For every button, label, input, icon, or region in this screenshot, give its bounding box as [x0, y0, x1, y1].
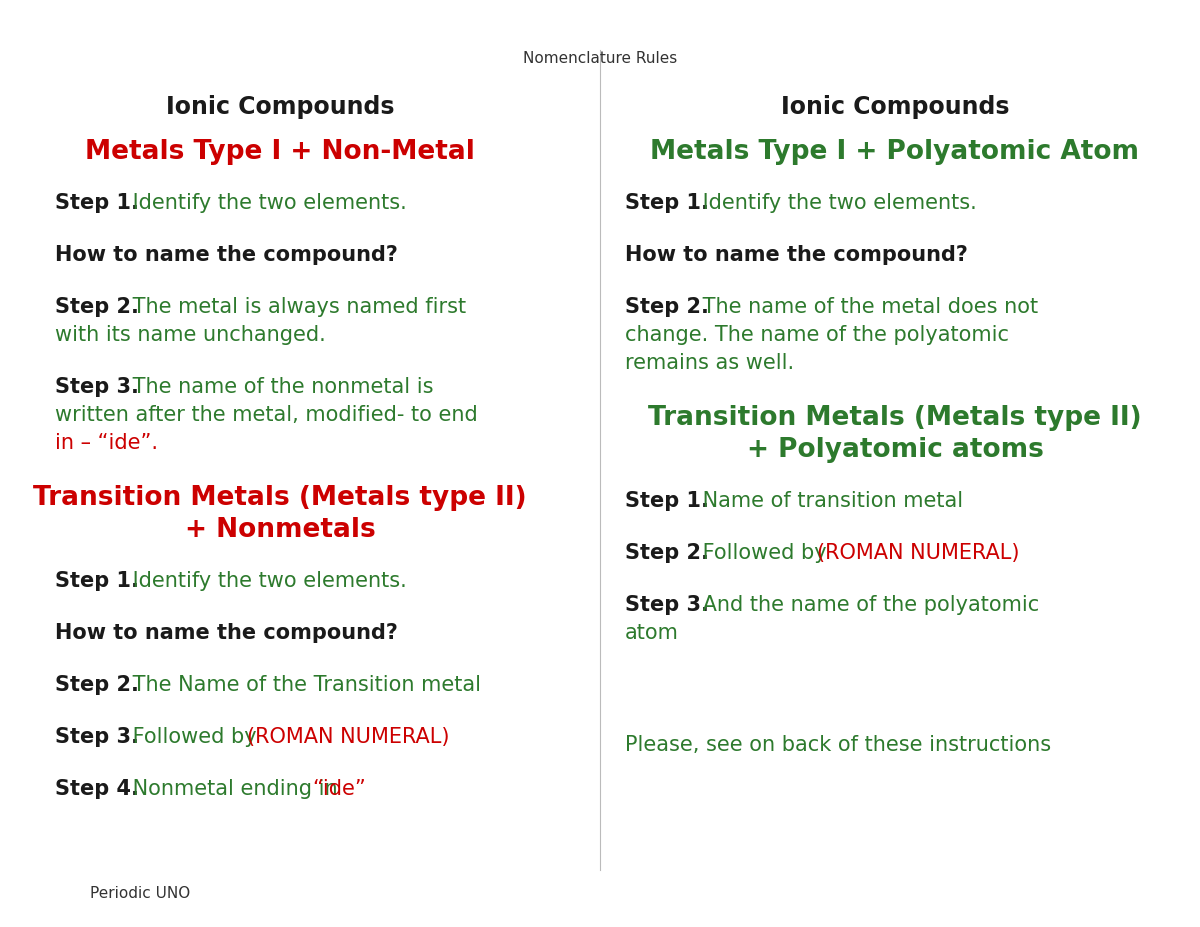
Text: (ROMAN NUMERAL): (ROMAN NUMERAL): [247, 727, 450, 747]
Text: How to name the compound?: How to name the compound?: [55, 623, 398, 643]
Text: Followed by: Followed by: [126, 727, 264, 747]
Text: Transition Metals (Metals type II)
+ Polyatomic atoms: Transition Metals (Metals type II) + Pol…: [648, 405, 1142, 463]
Text: (ROMAN NUMERAL): (ROMAN NUMERAL): [817, 543, 1020, 563]
Text: Ionic Compounds: Ionic Compounds: [166, 95, 395, 119]
Text: remains as well.: remains as well.: [625, 353, 794, 373]
Text: Step 1.: Step 1.: [55, 571, 139, 591]
Text: How to name the compound?: How to name the compound?: [55, 245, 398, 265]
Text: How to name the compound?: How to name the compound?: [625, 245, 968, 265]
Text: Ionic Compounds: Ionic Compounds: [781, 95, 1009, 119]
Text: The Name of the Transition metal: The Name of the Transition metal: [126, 675, 481, 695]
Text: Step 1.: Step 1.: [625, 491, 709, 511]
Text: Step 2.: Step 2.: [55, 297, 139, 317]
Text: Metals Type I + Polyatomic Atom: Metals Type I + Polyatomic Atom: [650, 139, 1140, 165]
Text: with its name unchanged.: with its name unchanged.: [55, 325, 325, 345]
Text: Identify the two elements.: Identify the two elements.: [126, 193, 407, 213]
Text: Nomenclature Rules: Nomenclature Rules: [523, 50, 677, 66]
Text: atom: atom: [625, 623, 679, 643]
Text: Identify the two elements.: Identify the two elements.: [696, 193, 977, 213]
Text: Step 2.: Step 2.: [55, 675, 139, 695]
Text: Name of transition metal: Name of transition metal: [696, 491, 964, 511]
Text: Step 1.: Step 1.: [55, 193, 139, 213]
Text: Step 2.: Step 2.: [625, 297, 709, 317]
Text: Identify the two elements.: Identify the two elements.: [126, 571, 407, 591]
Text: Step 2.: Step 2.: [625, 543, 709, 563]
Text: And the name of the polyatomic: And the name of the polyatomic: [696, 595, 1039, 615]
Text: The name of the nonmetal is: The name of the nonmetal is: [126, 377, 434, 397]
Text: change. The name of the polyatomic: change. The name of the polyatomic: [625, 325, 1009, 345]
Text: Step 3.: Step 3.: [625, 595, 709, 615]
Text: Please, see on back of these instructions: Please, see on back of these instruction…: [625, 735, 1051, 755]
Text: The metal is always named first: The metal is always named first: [126, 297, 467, 317]
Text: “ide”: “ide”: [312, 779, 366, 799]
Text: Step 3.: Step 3.: [55, 727, 139, 747]
Text: Step 1.: Step 1.: [625, 193, 709, 213]
Text: Followed by: Followed by: [696, 543, 834, 563]
Text: written after the metal, modified- to end: written after the metal, modified- to en…: [55, 405, 478, 425]
Text: in – “ide”.: in – “ide”.: [55, 433, 158, 453]
Text: Nonmetal ending in: Nonmetal ending in: [126, 779, 344, 799]
Text: Step 4.: Step 4.: [55, 779, 139, 799]
Text: Periodic UNO: Periodic UNO: [90, 885, 191, 900]
Text: The name of the metal does not: The name of the metal does not: [696, 297, 1038, 317]
Text: Transition Metals (Metals type II)
+ Nonmetals: Transition Metals (Metals type II) + Non…: [34, 485, 527, 543]
Text: Metals Type I + Non-Metal: Metals Type I + Non-Metal: [85, 139, 475, 165]
Text: Step 3.: Step 3.: [55, 377, 139, 397]
